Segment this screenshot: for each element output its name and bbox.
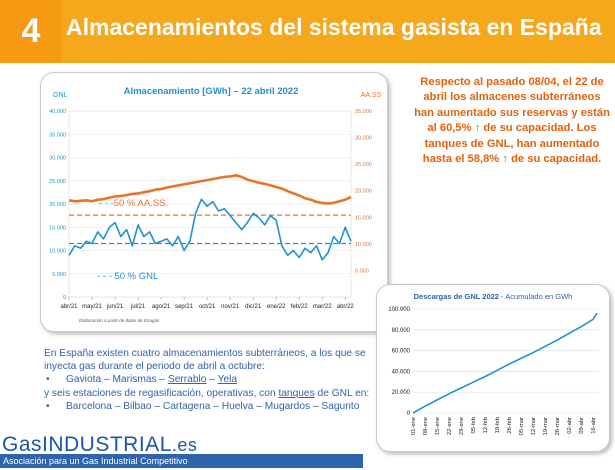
footer-tagline: Asociación para un Gas Industrial Compet… (0, 454, 363, 468)
note-text-3: de su capacidad. (511, 153, 602, 166)
discharge-title-sub: - Acumulado en GWh (499, 292, 572, 301)
x-tick-label: 12-mar (531, 417, 537, 435)
description-middle: y seis estaciones de regasificación, ope… (44, 387, 374, 400)
x-tick-label: 05-feb (471, 417, 477, 433)
left-tick-label: 40.000 (49, 109, 66, 115)
x-tick-label: feb/22 (291, 304, 308, 310)
left-tick-label: 5.000 (52, 272, 66, 278)
x-tick-label: may/21 (82, 304, 102, 310)
left-tick-label: 20.000 (49, 202, 66, 208)
right-tick-label: 25.000 (355, 162, 372, 168)
left-tick-label: 10.000 (49, 249, 66, 255)
gasindustrial-logo: GasINDUSTRIAL.es (2, 433, 197, 457)
right-tick-label: 20.000 (355, 189, 372, 195)
right-tick-label: 10.000 (355, 242, 372, 248)
storage-list-item: Gaviota – Marismas – Serrablo – Yela (46, 373, 374, 386)
left-tick-label: 30.000 (49, 156, 66, 162)
x-tick-label: 09-abr (579, 417, 585, 434)
x-tick-label: 16-abr (591, 417, 597, 434)
x-tick-label: 19-mar (543, 417, 549, 435)
x-tick-label: 29-ene (459, 417, 465, 435)
series-line (412, 312, 598, 414)
storage-gaviota: Gaviota (66, 374, 102, 386)
x-tick-label: jul/21 (130, 304, 146, 310)
discharge-title-main: Descargas de GNL 2022 (414, 292, 499, 301)
right-axis-label: AA.SS (361, 92, 382, 99)
storage-note: Respecto al pasado 08/04, el 22 de abril… (414, 75, 610, 167)
left-tick-label: 25.000 (49, 179, 66, 185)
logo-part-gas: Gas (2, 433, 43, 456)
x-tick-label: oct/21 (199, 304, 216, 310)
storage-serrablo: Serrablo (167, 374, 207, 386)
middle-text-tanques: tanques (278, 387, 315, 399)
x-tick-label: 08-ene (423, 417, 429, 435)
x-tick-label: abr/22 (337, 304, 355, 310)
middle-text-c: de GNL en: (314, 387, 370, 399)
gnl-ref-label: - - - 50 % GNL (97, 271, 158, 282)
right-tick-label: 30.000 (355, 136, 372, 142)
left-tick-label: 35.000 (49, 132, 66, 138)
discharge-chart-title: Descargas de GNL 2022 - Acumulado en GWh (414, 292, 573, 301)
middle-text-a: y seis estaciones de regasificación, ope… (44, 387, 279, 399)
storage-chart-title: Almacenamiento [GWh] – 22 abril 2022 (124, 86, 299, 97)
x-tick-label: abr/21 (60, 304, 78, 310)
y-tick-label: 40.000 (392, 369, 411, 375)
x-tick-label: 05-mar (519, 417, 525, 435)
logo-part-industrial: INDUSTRIAL (42, 433, 172, 456)
y-tick-label: 0 (407, 411, 411, 417)
storage-list: Gaviota – Marismas – Serrablo – Yela (44, 373, 374, 386)
x-tick-label: 26-feb (507, 417, 513, 433)
left-axis-label: GNL (53, 92, 68, 99)
x-tick-label: mar/22 (313, 304, 332, 310)
note-text-2: de su capacidad. Los tanques de GNL, han… (422, 122, 600, 166)
section-number: 4 (0, 0, 62, 63)
x-tick-label: 15-ene (435, 417, 441, 435)
description-intro: En España existen cuatro almacenamientos… (44, 348, 366, 373)
description-block: En España existen cuatro almacenamientos… (44, 347, 374, 413)
x-tick-label: ago/21 (152, 304, 171, 310)
x-tick-label: 01-ene (411, 417, 417, 435)
x-tick-label: 26-mar (555, 417, 561, 435)
left-tick-label: 0 (63, 295, 66, 301)
x-tick-label: sep/21 (175, 304, 194, 310)
storage-yela: Yela (217, 374, 238, 386)
logo-part-es: .es (171, 435, 198, 455)
storage-chart: Almacenamiento [GWh] – 22 abril 2022 GNL… (49, 86, 382, 323)
storage-chart-panel: Almacenamiento [GWh] – 22 abril 2022 GNL… (40, 72, 388, 332)
x-tick-label: jun/21 (106, 304, 124, 310)
storage-marismas: Marismas (112, 374, 157, 386)
right-tick-label: 15.000 (355, 215, 372, 221)
page-title: Almacenamientos del sistema gasista en E… (66, 14, 602, 40)
x-tick-label: nov/21 (221, 304, 240, 310)
chart-source: Elaboración a partir de datos de Enagás (79, 318, 160, 323)
note-text-1: Respecto al pasado 08/04, el 22 de abril… (414, 76, 610, 135)
separator: – (156, 374, 168, 386)
discharge-chart: Descargas de GNL 2022 - Acumulado en GWh… (388, 292, 599, 435)
separator: – (206, 374, 218, 386)
series-line (68, 198, 352, 261)
x-tick-label: dic/21 (245, 304, 262, 310)
up-arrow-icon: ↑ (474, 122, 481, 135)
right-tick-label: 5.000 (355, 268, 369, 274)
aass-ref-label: - - -50 % AA.SS. (99, 198, 168, 209)
discharge-chart-panel: Descargas de GNL 2022 - Acumulado en GWh… (376, 284, 610, 452)
y-tick-label: 20.000 (392, 390, 411, 396)
up-arrow-icon: ↑ (502, 153, 508, 166)
y-tick-label: 60.000 (392, 349, 411, 355)
x-tick-label: ene/22 (267, 304, 286, 310)
separator: – (101, 374, 113, 386)
plant-list: Barcelona – Bilbao – Cartagena – Huelva … (44, 400, 374, 413)
y-tick-label: 80.000 (392, 328, 411, 334)
header-bar: 4 Almacenamientos del sistema gasista en… (0, 0, 615, 63)
x-tick-label: 12-feb (483, 417, 489, 433)
x-tick-label: 19-feb (495, 417, 501, 433)
x-tick-label: 22-ene (447, 417, 453, 435)
series-line (68, 174, 352, 205)
y-tick-label: 100.000 (388, 307, 410, 313)
x-tick-label: 02-abr (567, 417, 573, 434)
right-tick-label: 35.000 (355, 109, 372, 115)
left-tick-label: 15.000 (49, 225, 66, 231)
plant-list-item: Barcelona – Bilbao – Cartagena – Huelva … (46, 400, 374, 413)
